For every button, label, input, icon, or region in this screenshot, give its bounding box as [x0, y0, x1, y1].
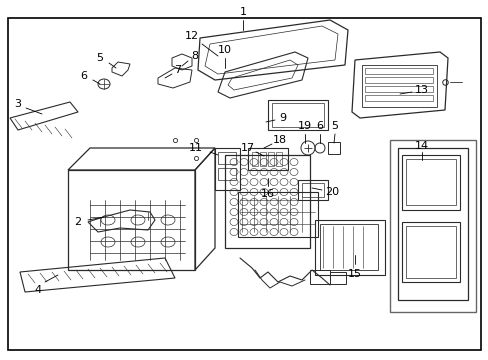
Text: 5: 5: [331, 121, 338, 131]
Text: 15: 15: [347, 269, 361, 279]
Text: 9: 9: [279, 113, 286, 123]
Bar: [260, 152, 265, 166]
Bar: [319, 224, 377, 270]
Bar: [364, 77, 432, 83]
Text: 20: 20: [324, 187, 338, 197]
Bar: [267, 152, 273, 166]
Bar: [267, 100, 327, 130]
Bar: [364, 95, 432, 101]
Bar: [389, 140, 475, 312]
Bar: [364, 68, 432, 74]
Bar: [271, 103, 324, 127]
Bar: [401, 222, 459, 282]
Bar: [297, 180, 327, 200]
Bar: [251, 152, 258, 166]
Bar: [302, 183, 324, 197]
Bar: [275, 152, 282, 166]
Text: 12: 12: [184, 31, 199, 41]
Text: 10: 10: [218, 45, 231, 55]
Bar: [314, 220, 384, 275]
Text: 4: 4: [34, 285, 41, 295]
Text: 3: 3: [15, 99, 21, 109]
Text: 13: 13: [414, 85, 428, 95]
Bar: [218, 168, 236, 180]
Text: 18: 18: [272, 135, 286, 145]
Bar: [247, 148, 287, 170]
Text: 11: 11: [189, 143, 203, 153]
Text: 19: 19: [297, 121, 311, 131]
Text: 7: 7: [174, 65, 181, 75]
Bar: [364, 86, 432, 92]
Text: 2: 2: [74, 217, 81, 227]
Bar: [218, 152, 236, 164]
Text: 16: 16: [261, 189, 274, 199]
Bar: [361, 65, 436, 107]
Text: 6: 6: [316, 121, 323, 131]
Text: 5: 5: [96, 53, 103, 63]
Text: 6: 6: [81, 71, 87, 81]
Bar: [327, 142, 339, 154]
Bar: [401, 155, 459, 210]
Text: 8: 8: [191, 51, 198, 61]
Bar: [329, 272, 346, 284]
Text: 17: 17: [241, 143, 255, 153]
Bar: [238, 192, 317, 237]
Text: 1: 1: [239, 7, 246, 17]
Bar: [309, 270, 329, 284]
Text: 14: 14: [414, 141, 428, 151]
